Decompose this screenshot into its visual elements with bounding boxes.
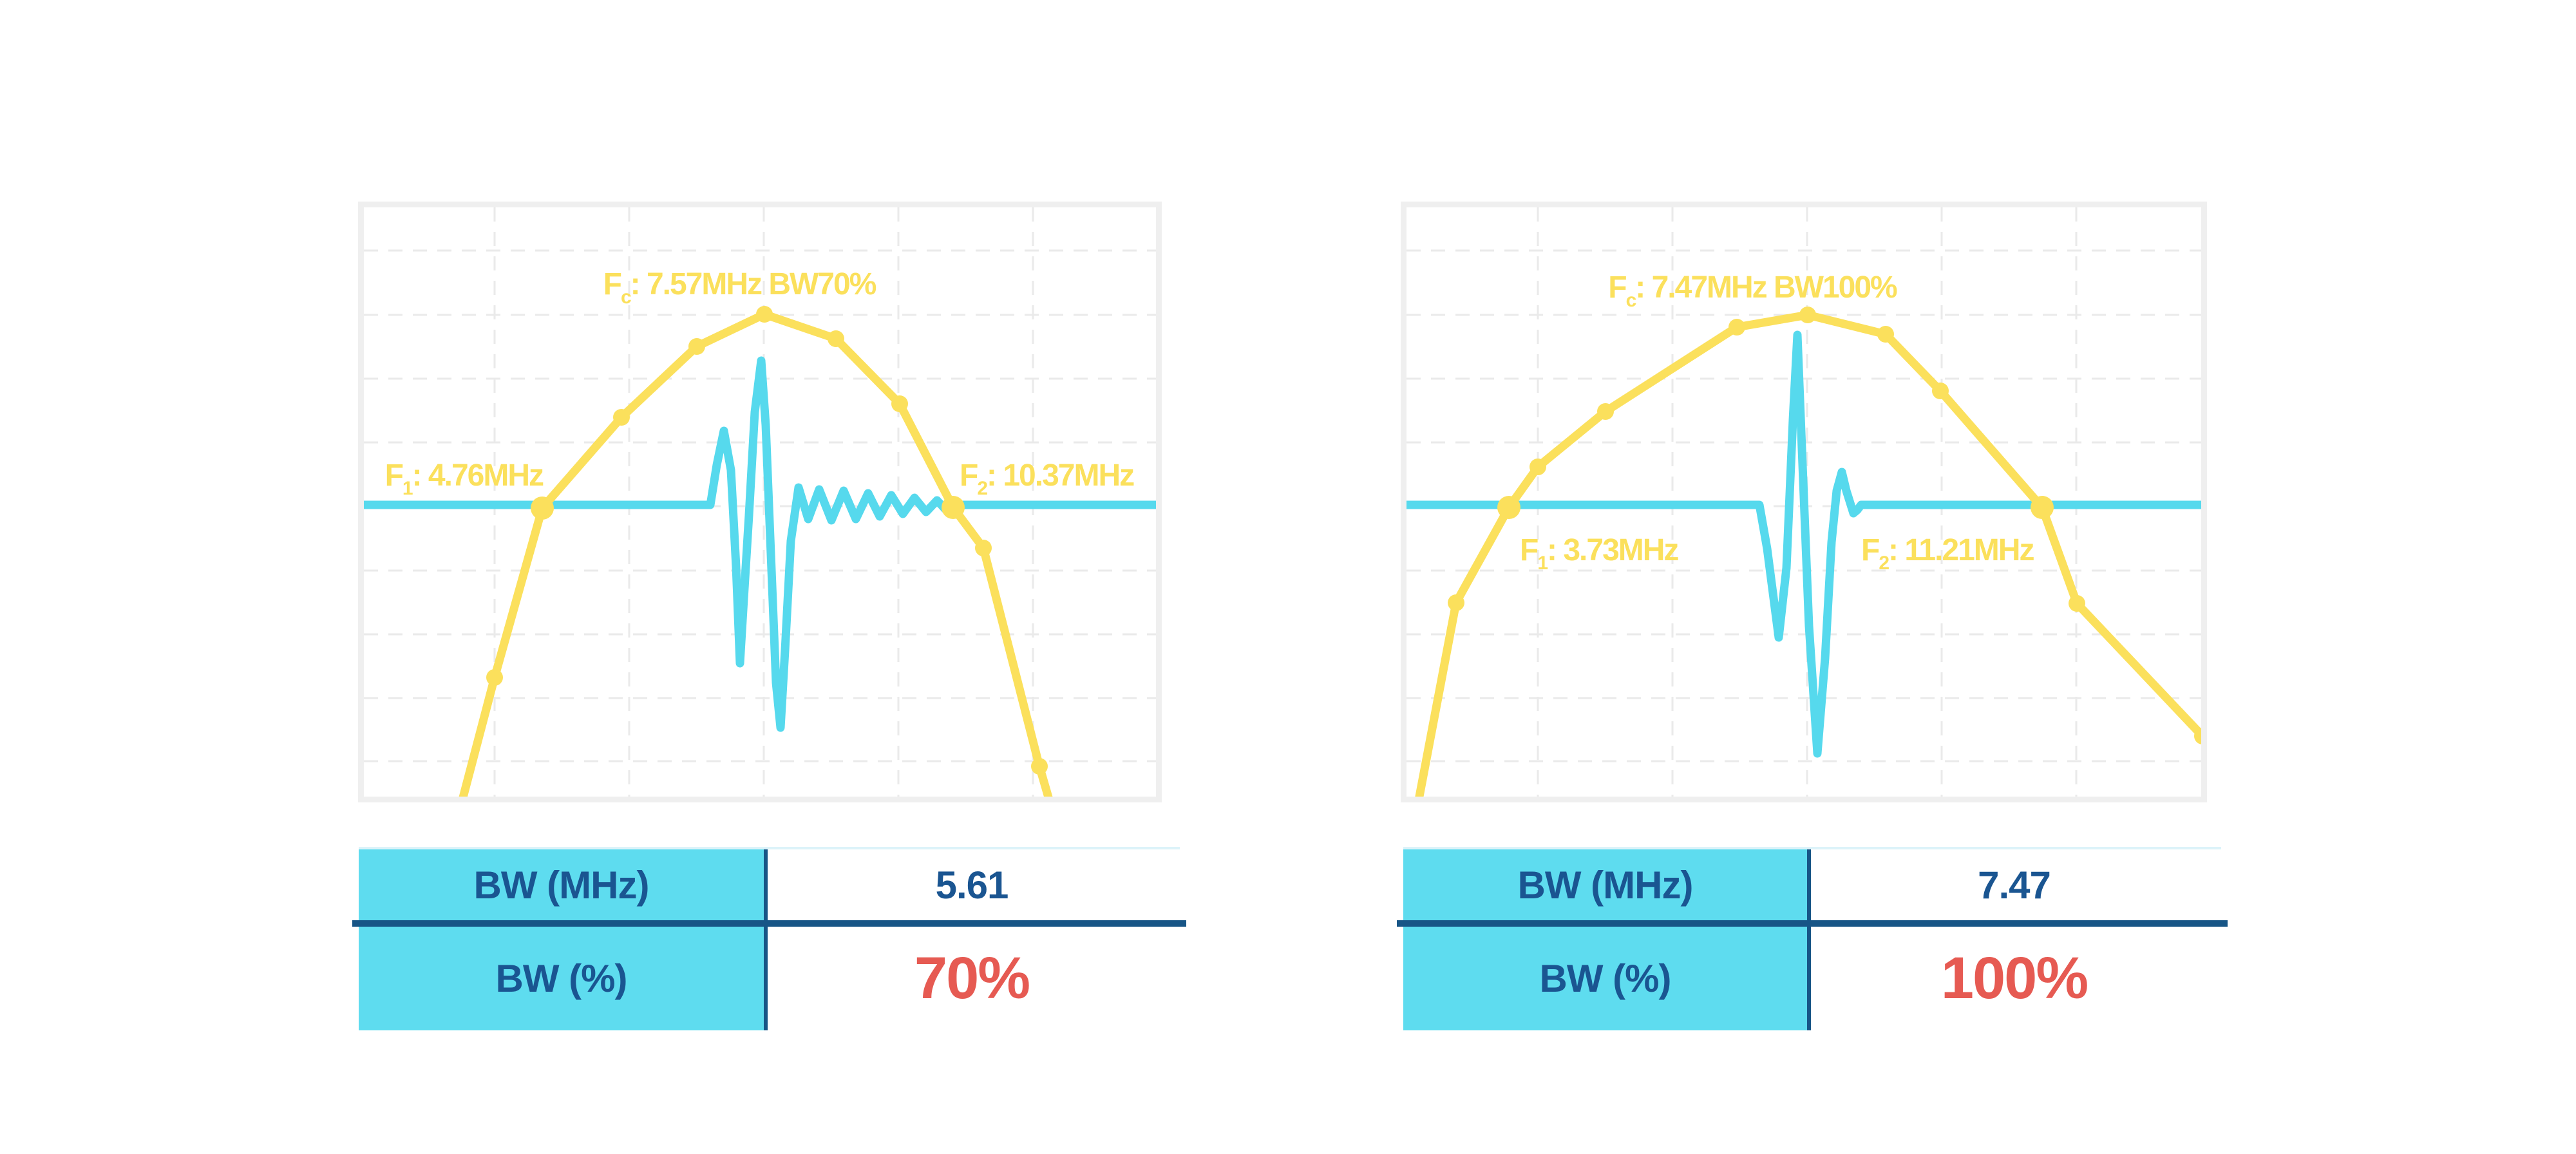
- data-point-marker: [1031, 758, 1048, 775]
- table-top-accent-line: [359, 847, 1180, 849]
- spectrum-chart-bw100: Fc: 7.47MHz BW100% F1: 3.73MHz F2: 11.21MH…: [1401, 202, 2207, 802]
- bandwidth-edge-marker: [531, 497, 554, 520]
- data-point-marker: [756, 306, 773, 323]
- data-point-marker: [1597, 403, 1614, 420]
- chart-annotation-f2-label: F2: 11.21MHz: [1861, 533, 2034, 574]
- bw-percent-label: BW (%): [495, 957, 628, 1000]
- table-row: BW (%) 70%: [359, 927, 1180, 1030]
- chart-annotation-f2-label: F2: 10.37MHz: [960, 459, 1134, 499]
- bw-percent-value: 70%: [914, 945, 1030, 1011]
- bw-percent-label: BW (%): [1539, 957, 1672, 1000]
- data-point-marker: [1932, 383, 1949, 399]
- plot-area: Fc: 7.47MHz BW100% F1: 3.73MHz F2: 11.21MH…: [1406, 207, 2201, 797]
- table-column-divider: [764, 849, 768, 1030]
- data-point-marker: [2194, 728, 2201, 744]
- spectrum-chart-bw70: Fc: 7.57MHz BW70% F1: 4.76MHz F2: 10.37MHz: [358, 202, 1162, 802]
- table-top-accent-line: [1403, 847, 2221, 849]
- bw-mhz-header-cell: BW (MHz): [1403, 849, 1807, 920]
- plot-area: Fc: 7.57MHz BW70% F1: 4.76MHz F2: 10.37MHz: [364, 207, 1156, 797]
- bw-percent-header-cell: BW (%): [359, 927, 764, 1030]
- chart-annotation-f1-label: F1: 3.73MHz: [1520, 533, 1678, 574]
- chart-annotation-fc-label: Fc: 7.57MHz BW70%: [603, 267, 876, 308]
- data-point-marker: [828, 330, 844, 347]
- table-row: BW (MHz) 7.47: [1403, 849, 2221, 920]
- table-row: BW (%) 100%: [1403, 927, 2221, 1030]
- bw-mhz-value-cell: 7.47: [1807, 849, 2221, 920]
- bw-table-left: BW (MHz) 5.61 BW (%) 70%: [352, 847, 1186, 1030]
- table-column-divider: [1807, 849, 1811, 1030]
- chart-annotation-fc-label: Fc: 7.47MHz BW100%: [1608, 270, 1897, 311]
- bw-percent-header-cell: BW (%): [1403, 927, 1807, 1030]
- table-divider-line: [1397, 920, 2228, 927]
- bandwidth-edge-marker: [942, 496, 965, 519]
- data-point-marker: [2069, 595, 2085, 612]
- data-point-marker: [975, 540, 992, 556]
- data-point-marker: [1448, 594, 1464, 611]
- bw-percent-value-cell: 100%: [1807, 927, 2221, 1030]
- bw-percent-value-cell: 70%: [764, 927, 1180, 1030]
- bw-mhz-header-cell: BW (MHz): [359, 849, 764, 920]
- table-row: BW (MHz) 5.61: [359, 849, 1180, 920]
- data-point-marker: [1530, 459, 1546, 475]
- bw-mhz-value-cell: 5.61: [764, 849, 1180, 920]
- table-divider-line: [352, 920, 1186, 927]
- pulse-waveform-line: [1406, 330, 2201, 758]
- bw-percent-value: 100%: [1940, 945, 2088, 1011]
- bw-mhz-label: BW (MHz): [1517, 863, 1694, 907]
- data-point-marker: [1799, 307, 1816, 323]
- spectrum-curve-line: [459, 310, 1053, 797]
- bw-mhz-value: 7.47: [1978, 863, 2051, 907]
- pulse-waveform-line: [364, 356, 1156, 732]
- bw-mhz-label: BW (MHz): [473, 863, 650, 907]
- bw-mhz-value: 5.61: [935, 863, 1009, 907]
- spectrum-curve-line: [1415, 310, 2201, 797]
- data-point-marker: [891, 395, 908, 412]
- bw-table-right: BW (MHz) 7.47 BW (%) 100%: [1397, 847, 2228, 1030]
- data-point-marker: [486, 669, 503, 686]
- data-point-marker: [613, 409, 630, 426]
- data-point-marker: [1728, 319, 1745, 336]
- data-point-marker: [1877, 326, 1894, 343]
- chart-annotation-f1-label: F1: 4.76MHz: [385, 459, 544, 499]
- data-point-marker: [688, 338, 705, 355]
- bandwidth-edge-marker: [2031, 496, 2054, 519]
- bandwidth-edge-marker: [1497, 496, 1520, 519]
